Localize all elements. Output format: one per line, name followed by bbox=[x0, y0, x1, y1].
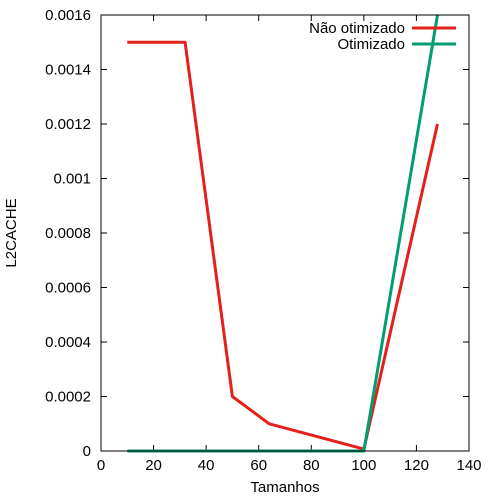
y-tick-label: 0.001 bbox=[53, 171, 91, 188]
x-axis-title: Tamanhos bbox=[250, 479, 319, 496]
legend-label-nao-otimizado: Não otimizado bbox=[309, 20, 405, 37]
y-tick-label: 0.0006 bbox=[45, 280, 91, 297]
x-tick-label: 100 bbox=[351, 457, 376, 474]
y-tick-label: 0.0004 bbox=[45, 334, 91, 351]
legend-label-otimizado: Otimizado bbox=[337, 36, 405, 53]
plot-frame bbox=[100, 14, 470, 452]
tick-labels: 0 20 40 60 80 100 120 140 0 0.0002 0.0004 0.0006 0.0… bbox=[45, 7, 481, 474]
y-tick-label: 0.0016 bbox=[45, 7, 91, 24]
x-tick-label: 40 bbox=[198, 457, 215, 474]
y-tick-label: 0.0002 bbox=[45, 389, 91, 406]
y-tick-label: 0 bbox=[83, 443, 91, 460]
x-tick-label: 140 bbox=[456, 457, 481, 474]
x-tick-label: 80 bbox=[303, 457, 320, 474]
y-tick-label: 0.0012 bbox=[45, 116, 91, 133]
x-tick-label: 20 bbox=[145, 457, 162, 474]
series-line-nao-otimizado bbox=[127, 40, 439, 451]
x-tick-label: 60 bbox=[250, 457, 267, 474]
y-tick-label: 0.0008 bbox=[45, 225, 91, 242]
y-axis-title: L2CACHE bbox=[3, 198, 20, 267]
x-tick-label: 120 bbox=[404, 457, 429, 474]
x-tick-label: 0 bbox=[97, 457, 105, 474]
y-tick-label: 0.0014 bbox=[45, 62, 91, 79]
